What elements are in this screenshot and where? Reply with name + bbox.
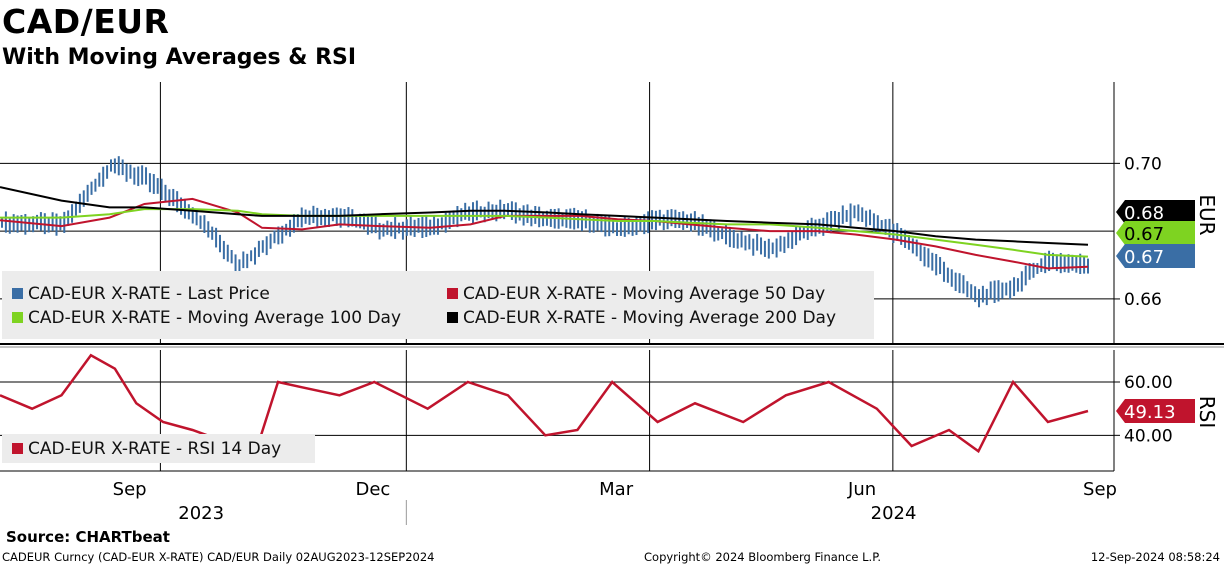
rsi-line-layer: [0, 353, 1089, 454]
rsi-axis-title: RSI: [1195, 396, 1219, 429]
rsi-legend: CAD-EUR X-RATE - RSI 14 Day: [2, 434, 315, 463]
footer-ticker-info: CADEUR Curncy (CAD-EUR X-RATE) CAD/EUR D…: [2, 550, 435, 564]
legend-label: CAD-EUR X-RATE - RSI 14 Day: [28, 439, 282, 459]
x-tick-label: Dec: [355, 479, 390, 500]
legend-label: CAD-EUR X-RATE - Last Price: [28, 284, 270, 304]
legend-label: CAD-EUR X-RATE - Moving Average 50 Day: [463, 284, 826, 304]
value-tag-ma200-label: 0.68: [1124, 203, 1164, 224]
legend-label: CAD-EUR X-RATE - Moving Average 100 Day: [28, 308, 402, 328]
series-line-ma100: [0, 208, 1089, 258]
price-tick-label: 0.70: [1124, 154, 1162, 174]
value-tag-price-label: 0.67: [1124, 247, 1164, 268]
value-tag-rsi-label: 49.13: [1124, 402, 1176, 423]
series-line-ma200: [0, 186, 1089, 246]
moving-average-lines: [0, 186, 1089, 270]
legend-item-ma50[interactable]: CAD-EUR X-RATE - Moving Average 50 Day: [447, 284, 825, 304]
price-tick-label: 0.66: [1124, 290, 1162, 310]
value-tag-ma100-label: 0.67: [1124, 224, 1164, 245]
legend-swatch-ma100: [12, 312, 23, 323]
value-tag-price-shape: [1116, 244, 1195, 268]
value-tag-rsi-shape: [1116, 398, 1195, 423]
chart-title: CAD/EUR: [2, 2, 170, 41]
x-tick-label: Sep: [113, 479, 147, 500]
rsi-line: [0, 353, 1089, 454]
legend-swatch-ma200: [447, 312, 458, 323]
chart-subtitle: With Moving Averages & RSI: [2, 45, 357, 70]
footer-timestamp: 12-Sep-2024 08:58:24: [1090, 550, 1220, 564]
source-label: Source: CHARTbeat: [6, 528, 170, 546]
legend-item-ma200[interactable]: CAD-EUR X-RATE - Moving Average 200 Day: [447, 308, 836, 328]
value-tag-rsi: 49.13: [1116, 398, 1195, 423]
legend-item-ma100[interactable]: CAD-EUR X-RATE - Moving Average 100 Day: [12, 308, 401, 328]
legend-swatch-ma50: [447, 288, 458, 299]
value-tag-ma100-shape: [1116, 221, 1195, 245]
price-axis-title: EUR: [1195, 194, 1219, 235]
value-tag-ma200: 0.68: [1116, 200, 1195, 224]
series-line-ma50: [0, 197, 1089, 270]
x-tick-label: Jun: [847, 479, 876, 500]
x-tick-label: Mar: [599, 479, 634, 500]
x-tick-label: Sep: [1083, 479, 1117, 500]
year-label: 2023: [178, 503, 224, 524]
price-legend: CAD-EUR X-RATE - Last Price CAD-EUR X-RA…: [2, 271, 874, 339]
legend-swatch-rsi: [12, 443, 23, 454]
grid-layer: [0, 82, 1224, 472]
axis-layer: 0.66 0.70 0.68 40.00 60.00 EUR RSI Sep Dec Mar Jun…: [113, 82, 1219, 525]
year-label: 2024: [871, 503, 917, 524]
rsi-tick-label: 60.00: [1124, 373, 1173, 393]
legend-item-rsi[interactable]: CAD-EUR X-RATE - RSI 14 Day: [12, 439, 281, 459]
legend-label: CAD-EUR X-RATE - Moving Average 200 Day: [463, 308, 837, 328]
value-tag-ma100: 0.67: [1116, 221, 1195, 245]
footer-copyright: Copyright© 2024 Bloomberg Finance L.P.: [644, 550, 881, 564]
rsi-tick-label: 40.00: [1124, 426, 1173, 446]
legend-swatch-price: [12, 288, 23, 299]
legend-item-last-price[interactable]: CAD-EUR X-RATE - Last Price: [12, 284, 270, 304]
value-tag-price: 0.67: [1116, 244, 1195, 268]
value-tag-ma200-shape: [1116, 200, 1195, 224]
